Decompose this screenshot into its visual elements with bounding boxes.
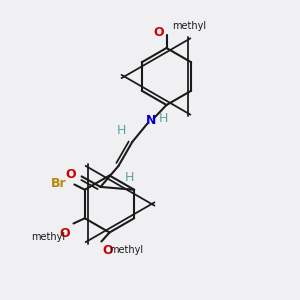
Text: H: H [159, 112, 168, 125]
Text: O: O [66, 168, 76, 182]
Text: O: O [60, 227, 70, 240]
Text: Br: Br [51, 177, 67, 190]
Text: methyl: methyl [31, 232, 65, 242]
Text: methyl: methyl [172, 21, 206, 31]
Text: H: H [116, 124, 126, 136]
Text: N: N [146, 114, 156, 128]
Text: O: O [154, 26, 164, 39]
Text: methyl: methyl [109, 245, 143, 255]
Text: H: H [125, 171, 134, 184]
Text: O: O [102, 244, 112, 257]
